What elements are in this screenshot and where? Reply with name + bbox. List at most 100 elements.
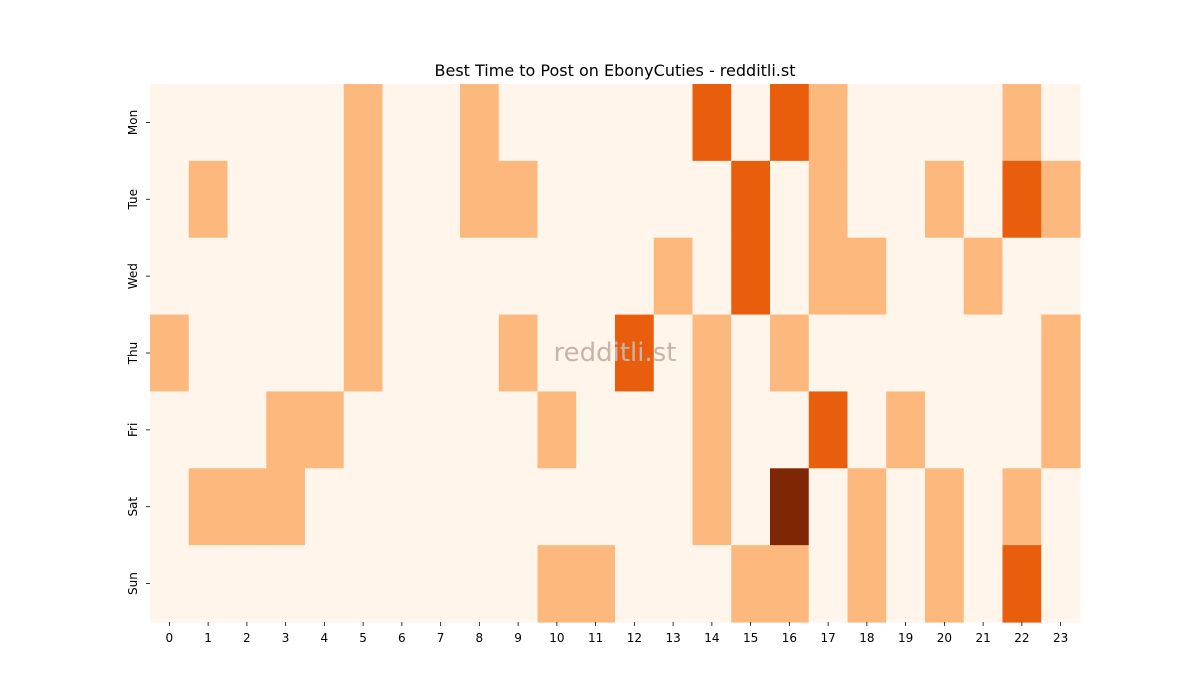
heatmap-cell [382, 84, 422, 162]
x-tick-label: 12 [627, 631, 642, 645]
heatmap-cell [343, 468, 384, 546]
heatmap-cell [188, 237, 229, 316]
heatmap-cell [692, 237, 732, 316]
heatmap-cell [150, 160, 190, 239]
heatmap-cell [770, 237, 810, 316]
heatmap-cell [498, 237, 539, 316]
heatmap-cell [1041, 391, 1081, 469]
heatmap-cell [692, 84, 732, 162]
heatmap-cell [692, 160, 732, 239]
chart-title: Best Time to Post on EbonyCuties - reddi… [435, 61, 796, 80]
x-tick-label: 0 [166, 631, 174, 645]
heatmap-cell [653, 314, 694, 393]
heatmap-cell [460, 160, 500, 239]
x-tick-label: 16 [782, 631, 797, 645]
heatmap-cell [460, 84, 500, 162]
heatmap-cell [576, 314, 616, 393]
heatmap-cell [188, 314, 229, 393]
heatmap-cell [421, 237, 461, 316]
heatmap-cell [266, 314, 306, 393]
x-tick-label: 23 [1053, 631, 1068, 645]
heatmap-cell [1002, 314, 1042, 393]
heatmap-cell [925, 84, 965, 162]
heatmap-cell [886, 468, 926, 546]
heatmap-cell [1002, 468, 1042, 546]
heatmap-cell [537, 160, 577, 239]
heatmap-cell [963, 84, 1004, 162]
heatmap-cell [150, 468, 190, 546]
heatmap-cell [1002, 84, 1042, 162]
y-tick-label: Tue [126, 189, 140, 211]
x-tick-label: 5 [359, 631, 367, 645]
heatmap-cell [770, 545, 810, 623]
x-tick-label: 4 [321, 631, 329, 645]
heatmap-cell [343, 160, 384, 239]
heatmap-cell [305, 314, 345, 393]
heatmap-cell [847, 314, 887, 393]
heatmap-cell [1041, 545, 1081, 623]
heatmap-cell [460, 545, 500, 623]
heatmap-cell [576, 237, 616, 316]
heatmap-cell [808, 84, 849, 162]
heatmap-cell [886, 84, 926, 162]
heatmap-cell [305, 237, 345, 316]
x-tick-label: 17 [820, 631, 835, 645]
heatmap-cell [305, 545, 345, 623]
heatmap-cell [963, 314, 1004, 393]
heatmap-cell [653, 84, 694, 162]
heatmap-cell [537, 391, 577, 469]
heatmap-cell [498, 468, 539, 546]
heatmap-cell [150, 237, 190, 316]
heatmap-cell [421, 84, 461, 162]
heatmap-cell [421, 314, 461, 393]
heatmap-cell [731, 237, 771, 316]
heatmap-cell [615, 160, 655, 239]
heatmap-cell [1041, 84, 1081, 162]
heatmap-cell [537, 545, 577, 623]
heatmap-cell [1002, 237, 1042, 316]
heatmap-cell [847, 391, 887, 469]
heatmap-cell [731, 314, 771, 393]
heatmap-cell [460, 314, 500, 393]
heatmap-cell [537, 237, 577, 316]
heatmap-cell [808, 545, 849, 623]
heatmap-cell [343, 84, 384, 162]
heatmap-cell [576, 468, 616, 546]
heatmap-cell [731, 391, 771, 469]
heatmap-cell [886, 160, 926, 239]
heatmap-cell [1002, 160, 1042, 239]
heatmap-cell [808, 160, 849, 239]
y-axis-ticks: Mon Tue Wed Thu Fri Sat Sun [126, 110, 150, 595]
heatmap-cell [305, 160, 345, 239]
x-tick-label: 19 [898, 631, 913, 645]
heatmap-cell [460, 391, 500, 469]
heatmap-cell [963, 391, 1004, 469]
heatmap-cell [847, 84, 887, 162]
heatmap-cell [498, 160, 539, 239]
heatmap-cell [847, 545, 887, 623]
heatmap-cell [343, 237, 384, 316]
heatmap-cell [1002, 391, 1042, 469]
heatmap-cell [227, 314, 267, 393]
heatmap-cell [498, 391, 539, 469]
x-tick-label: 21 [975, 631, 990, 645]
x-tick-label: 22 [1014, 631, 1029, 645]
heatmap-cell [615, 314, 655, 393]
heatmap-cell [808, 237, 849, 316]
heatmap-cell [537, 84, 577, 162]
heatmap-cell [692, 545, 732, 623]
x-tick-label: 14 [704, 631, 719, 645]
heatmap-cell [188, 160, 229, 239]
x-tick-label: 9 [514, 631, 522, 645]
heatmap-cell [537, 468, 577, 546]
heatmap-cell [886, 314, 926, 393]
heatmap-cell [421, 160, 461, 239]
heatmap-cell [692, 468, 732, 546]
heatmap-cell [576, 391, 616, 469]
heatmap-cell [266, 84, 306, 162]
heatmap-cell [382, 468, 422, 546]
x-tick-label: 18 [859, 631, 874, 645]
heatmap-cell [227, 84, 267, 162]
heatmap-cell [925, 468, 965, 546]
